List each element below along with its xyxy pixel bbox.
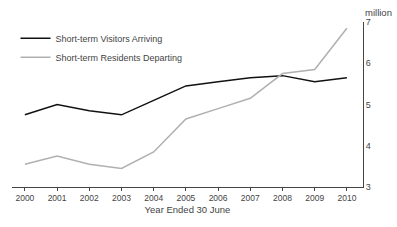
svg-text:2003: 2003: [112, 193, 131, 203]
svg-text:2004: 2004: [144, 193, 163, 203]
svg-text:2007: 2007: [241, 193, 260, 203]
svg-text:Short-term Residents Departing: Short-term Residents Departing: [56, 53, 183, 63]
svg-text:Year Ended 30 June: Year Ended 30 June: [145, 204, 231, 215]
svg-text:3: 3: [366, 182, 371, 192]
svg-text:2000: 2000: [15, 193, 34, 203]
svg-text:2009: 2009: [305, 193, 324, 203]
svg-text:Short-term Visitors Arriving: Short-term Visitors Arriving: [56, 34, 163, 44]
svg-text:2010: 2010: [337, 193, 356, 203]
svg-text:2002: 2002: [80, 193, 99, 203]
svg-text:7: 7: [366, 17, 371, 27]
svg-text:2008: 2008: [273, 193, 292, 203]
svg-text:5: 5: [366, 100, 371, 110]
svg-text:2001: 2001: [48, 193, 67, 203]
svg-text:4: 4: [366, 141, 371, 151]
svg-text:6: 6: [366, 58, 371, 68]
svg-text:2006: 2006: [209, 193, 228, 203]
svg-text:2005: 2005: [176, 193, 195, 203]
svg-text:million: million: [365, 7, 392, 18]
